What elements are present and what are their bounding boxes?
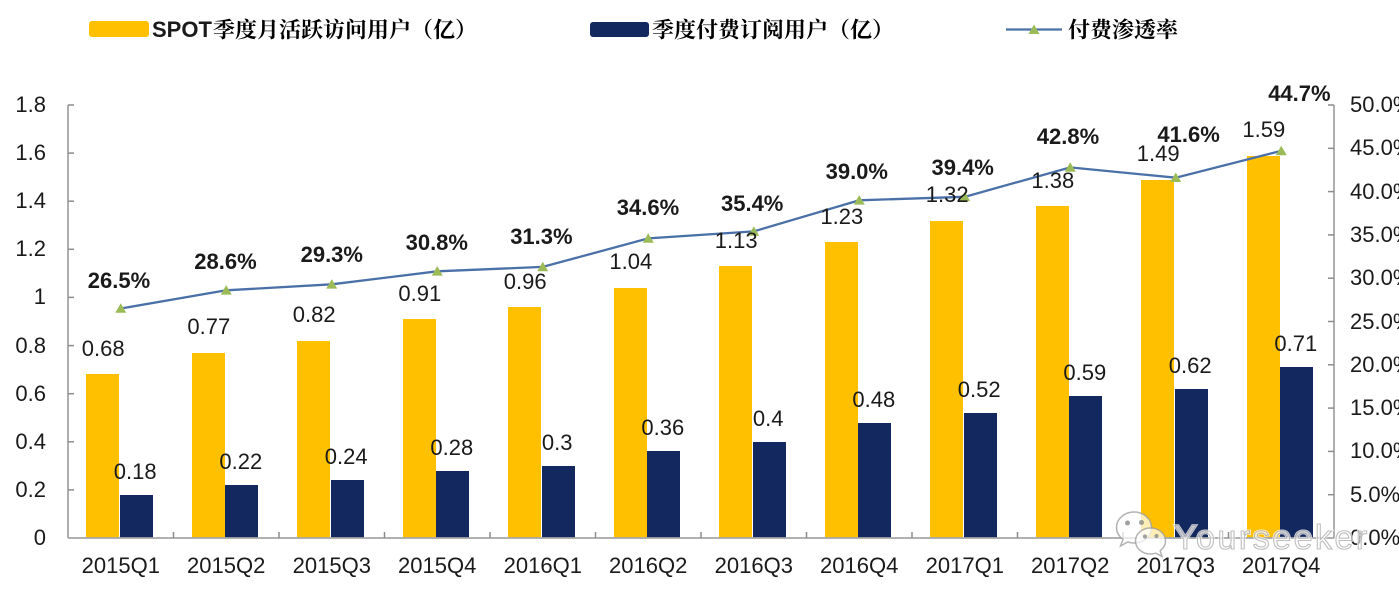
- svg-text:Yourseeker: Yourseeker: [1174, 519, 1370, 557]
- svg-text:Yourseeker: Yourseeker: [1174, 519, 1370, 557]
